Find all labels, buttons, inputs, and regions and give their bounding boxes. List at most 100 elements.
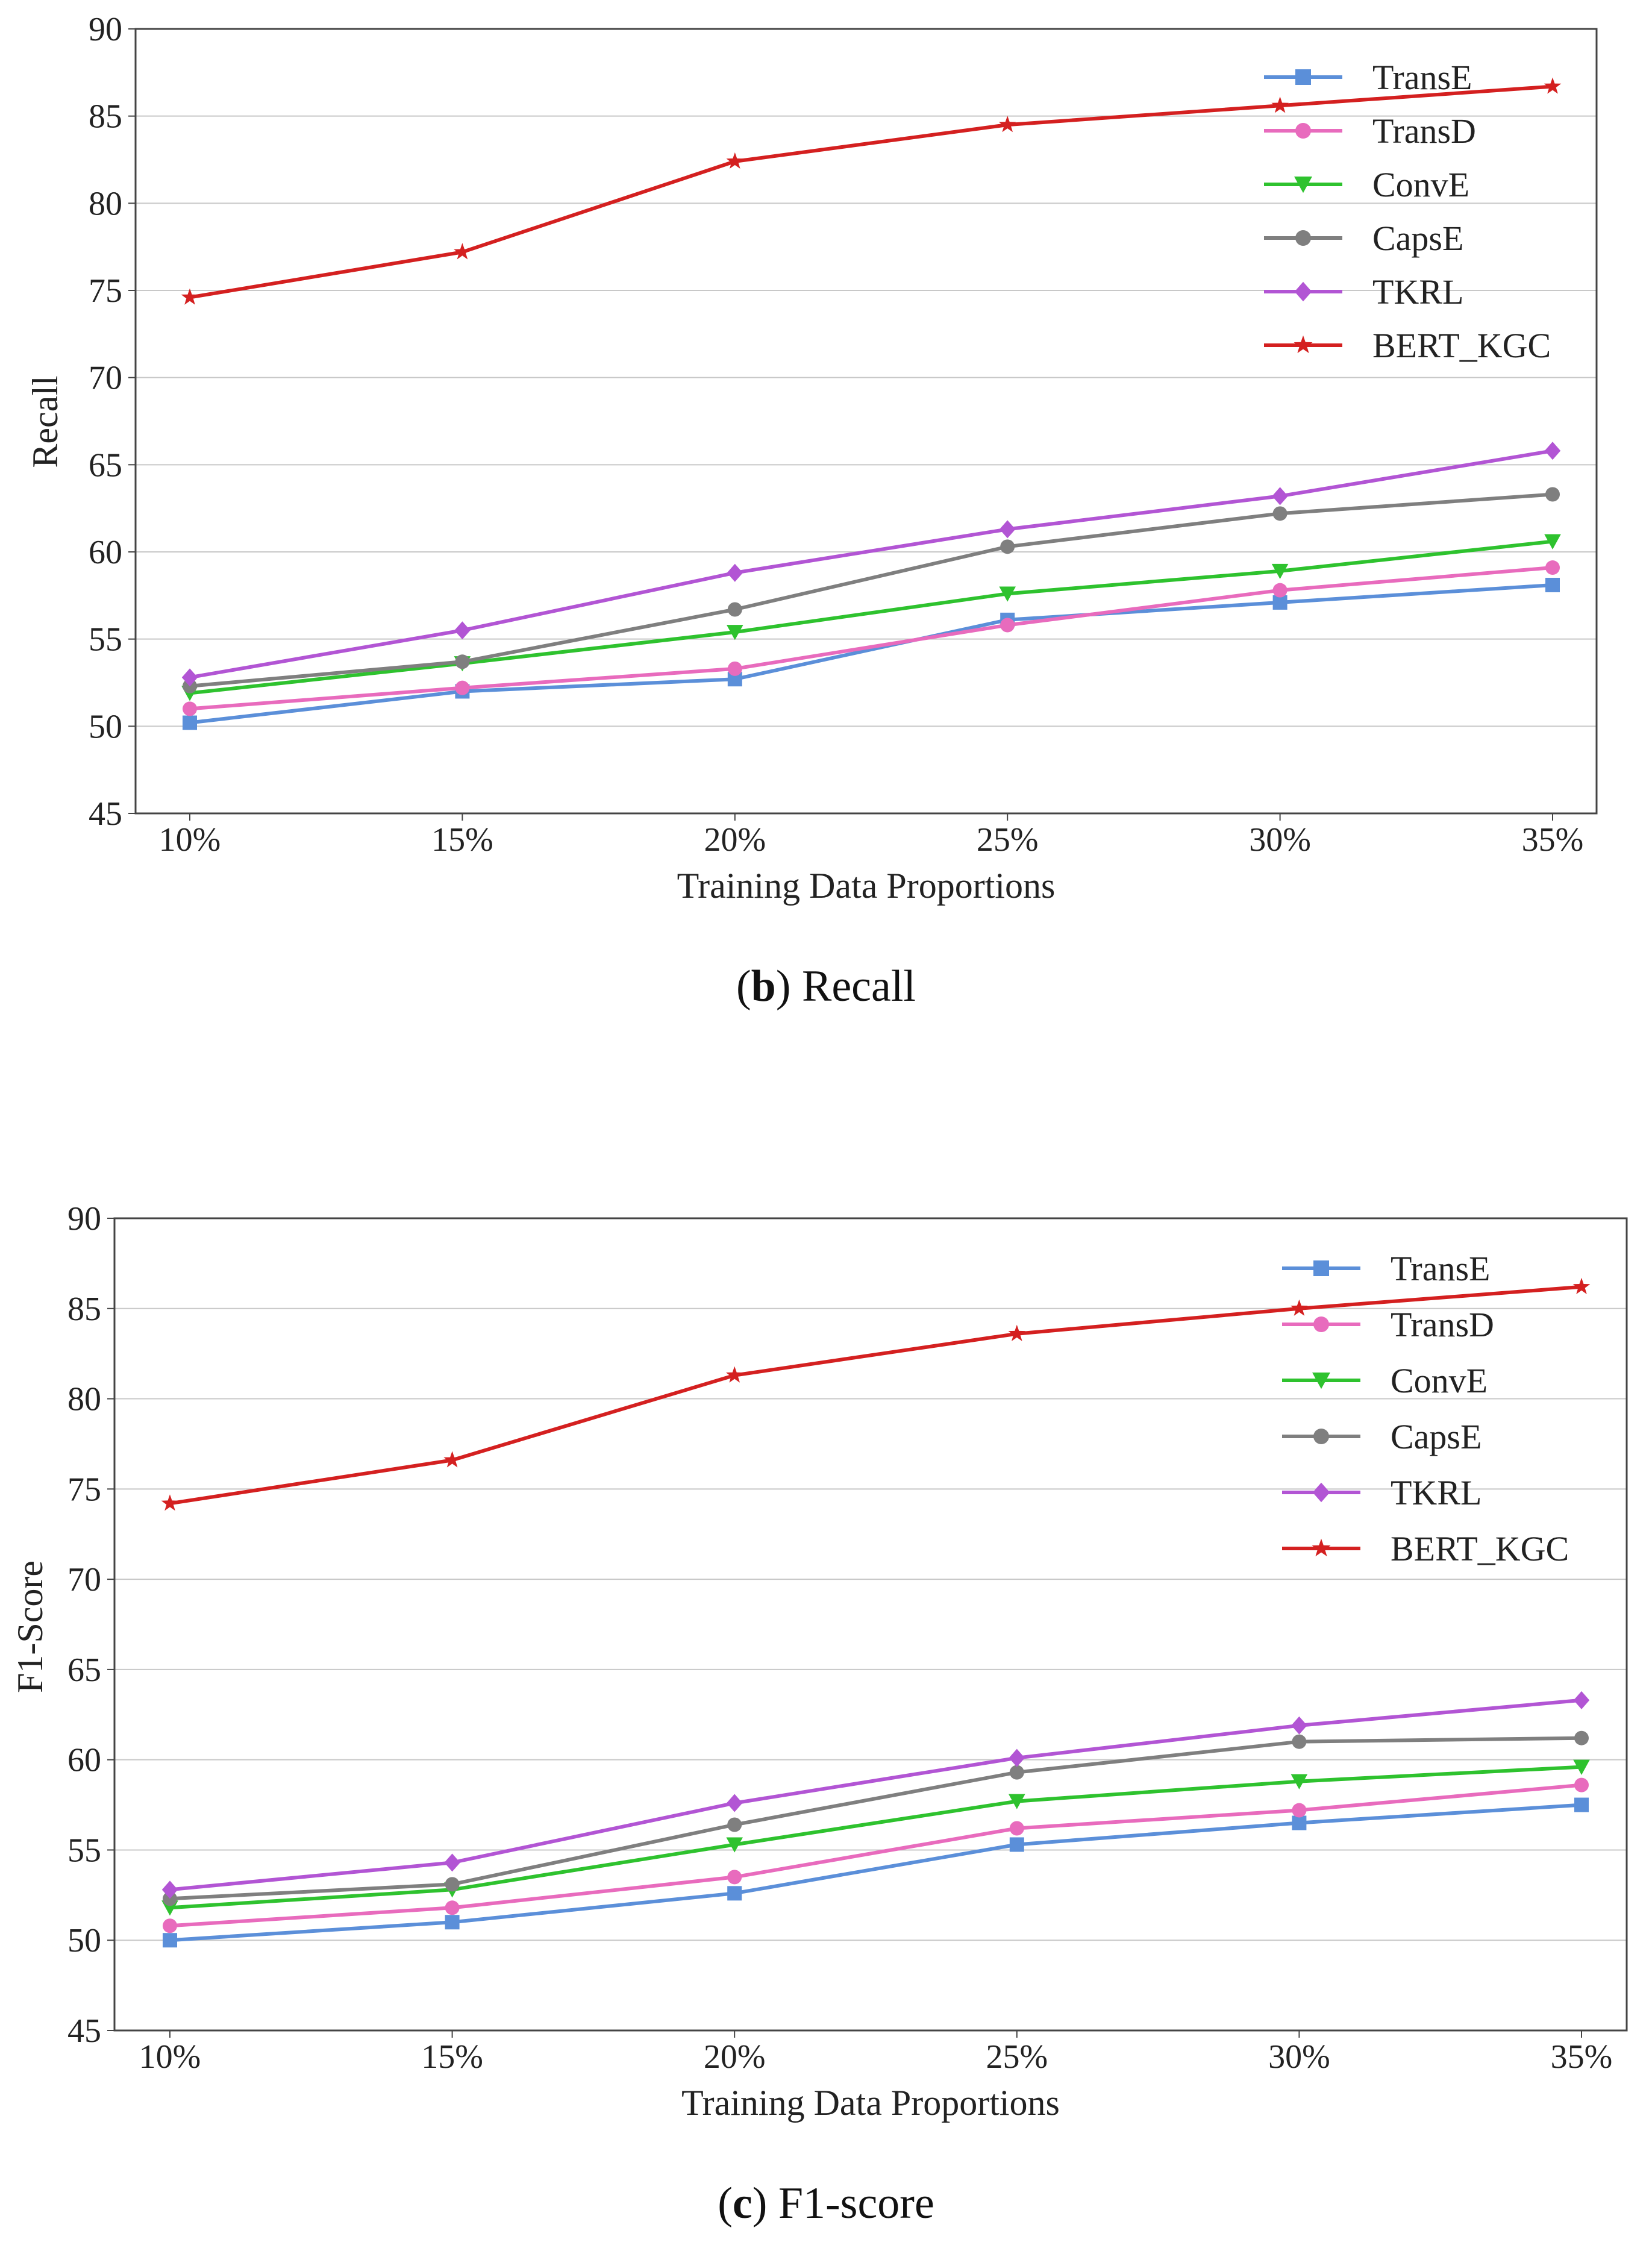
chart2-point-bert-kgc-0: [161, 1494, 179, 1511]
chart1-xtick-label-0: 10%: [159, 821, 221, 859]
chart1-point-transd-4: [1272, 583, 1287, 598]
chart2-legend-marker-transe: [1313, 1260, 1329, 1276]
chart2-legend-marker-capse: [1313, 1429, 1329, 1444]
chart2-point-bert-kgc-4: [1291, 1299, 1308, 1316]
chart1-series-conve: [181, 534, 1561, 701]
chart2-ytick-label-55: 55: [67, 1832, 101, 1869]
chart1-line-bert-kgc: [189, 84, 1553, 299]
caption-f1: (c) F1-score: [718, 2179, 934, 2228]
chart2-point-tkrl-0: [161, 1880, 178, 1899]
chart1-ytick-label-90: 90: [89, 11, 122, 48]
chart1-point-capse-3: [1000, 539, 1015, 554]
chart1-ytick-label-65: 65: [89, 446, 122, 484]
chart2-legend: TransE TransD ConvE CapsE TKRL BERT_KGC: [1282, 1249, 1569, 1568]
chart1-point-capse-2: [727, 602, 742, 617]
chart1-point-bert-kgc-0: [181, 288, 199, 305]
chart2-point-capse-1: [445, 1877, 460, 1892]
chart2-point-conve-4: [1291, 1774, 1308, 1789]
chart1-point-tkrl-5: [1544, 442, 1561, 460]
chart2-point-transd-0: [163, 1918, 177, 1933]
chart1-legend-label-conve: ConvE: [1372, 165, 1469, 204]
chart2-x-axis-label: Training Data Proportions: [681, 2083, 1060, 2123]
chart1-ytick-label-60: 60: [89, 534, 122, 571]
chart2-point-transe-1: [445, 1915, 460, 1930]
chart1-point-tkrl-2: [727, 563, 743, 582]
chart2-series-transe: [163, 1797, 1589, 1948]
chart2-point-transd-1: [445, 1900, 460, 1915]
chart2-point-capse-2: [727, 1817, 742, 1832]
chart1-point-bert-kgc-1: [454, 243, 471, 260]
chart1-line-tkrl: [189, 449, 1553, 680]
chart2-xtick-label-5: 35%: [1551, 2038, 1613, 2076]
chart1-ytick-label-45: 45: [89, 795, 122, 833]
chart1-point-tkrl-1: [454, 621, 471, 640]
chart2-point-conve-3: [1009, 1794, 1025, 1809]
chart1-ytick-label-75: 75: [89, 272, 122, 310]
caption-f1-letter: c: [732, 2179, 752, 2228]
chart1-point-transd-0: [183, 701, 197, 716]
chart1-point-bert-kgc-4: [1271, 96, 1289, 113]
chart1-legend-marker-conve: [1294, 177, 1312, 193]
chart1-line-conve: [189, 539, 1553, 695]
chart1-series-transd: [183, 560, 1560, 716]
chart1-xtick-label-4: 30%: [1249, 821, 1311, 859]
chart2-point-transd-3: [1009, 1821, 1024, 1836]
chart1-point-transd-3: [1000, 618, 1015, 633]
chart1-point-tkrl-4: [1272, 487, 1288, 506]
chart2-point-transd-5: [1574, 1777, 1589, 1792]
chart2-point-transe-3: [1009, 1837, 1024, 1852]
chart1-point-capse-4: [1272, 506, 1287, 521]
chart1-ytick-label-80: 80: [89, 185, 122, 222]
chart2-line-transd: [169, 1783, 1582, 1928]
chart2-ytick-label-90: 90: [67, 1200, 101, 1238]
chart2-ytick-label-60: 60: [67, 1742, 101, 1779]
chart1-ytick-label-70: 70: [89, 360, 122, 397]
caption-recall: (b) Recall: [736, 962, 916, 1011]
chart2-point-conve-2: [726, 1837, 743, 1853]
chart1-plot: 45 50 55 60 65 70 75 80 85 90 10% 15% 20% 25% 30% 35% Tr…: [25, 11, 1598, 906]
chart1-point-transd-2: [727, 661, 742, 676]
chart2-point-capse-3: [1009, 1765, 1024, 1780]
chart2-series-tkrl: [161, 1691, 1590, 1899]
chart2-ytick-label-70: 70: [67, 1561, 101, 1598]
chart1-point-bert-kgc-5: [1544, 77, 1562, 94]
chart2-line-capse: [169, 1736, 1582, 1901]
chart1-series-bert-kgc: [181, 77, 1562, 305]
chart2-point-transe-2: [727, 1886, 742, 1901]
chart2-line-transe: [169, 1803, 1582, 1943]
chart2-xtick-label-2: 20%: [704, 2038, 766, 2076]
chart1-series-transe: [183, 577, 1560, 730]
chart1-point-transd-5: [1545, 560, 1560, 575]
chart2-point-tkrl-2: [727, 1794, 743, 1812]
chart1-point-capse-1: [455, 654, 470, 669]
chart1-legend-label-transe: TransE: [1372, 58, 1472, 97]
chart1-legend-marker-bert-kgc: [1294, 335, 1313, 354]
chart2-point-tkrl-3: [1009, 1748, 1025, 1767]
caption-f1-text: F1-score: [778, 2179, 934, 2228]
chart2-legend-marker-conve: [1312, 1373, 1330, 1389]
chart1-legend-marker-tkrl: [1294, 281, 1312, 302]
chart2-point-transd-4: [1292, 1803, 1307, 1818]
chart2-plot: 45 50 55 60 65 70 75 80 85 90 10% 15% 20% 25% 30% 35% Tr…: [10, 1200, 1628, 2123]
chart1-point-transd-1: [455, 680, 470, 695]
chart1-xtick-label-5: 35%: [1522, 821, 1584, 859]
chart2-point-transe-0: [163, 1933, 177, 1948]
chart2-point-transe-5: [1574, 1797, 1589, 1812]
chart2-xtick-label-3: 25%: [986, 2038, 1048, 2076]
chart1-legend-label-bert-kgc: BERT_KGC: [1372, 326, 1551, 365]
chart1-y-axis-label: Recall: [25, 375, 65, 468]
chart1-point-bert-kgc-2: [726, 152, 744, 169]
chart2-point-bert-kgc-2: [725, 1366, 743, 1383]
chart2-point-conve-5: [1573, 1759, 1590, 1775]
chart2-ytick-label-65: 65: [67, 1651, 101, 1689]
chart2-series-capse: [163, 1730, 1589, 1906]
chart1-legend-label-capse: CapsE: [1372, 219, 1463, 258]
chart2-point-tkrl-4: [1291, 1716, 1307, 1735]
chart1-point-transe-0: [183, 715, 197, 730]
chart2-xtick-label-1: 15%: [421, 2038, 483, 2076]
chart1-xtick-label-1: 15%: [431, 821, 493, 859]
chart1-point-conve-5: [1544, 534, 1561, 549]
chart2-series-bert-kgc: [161, 1277, 1591, 1511]
chart2-axes-frame: [113, 1217, 1628, 2032]
